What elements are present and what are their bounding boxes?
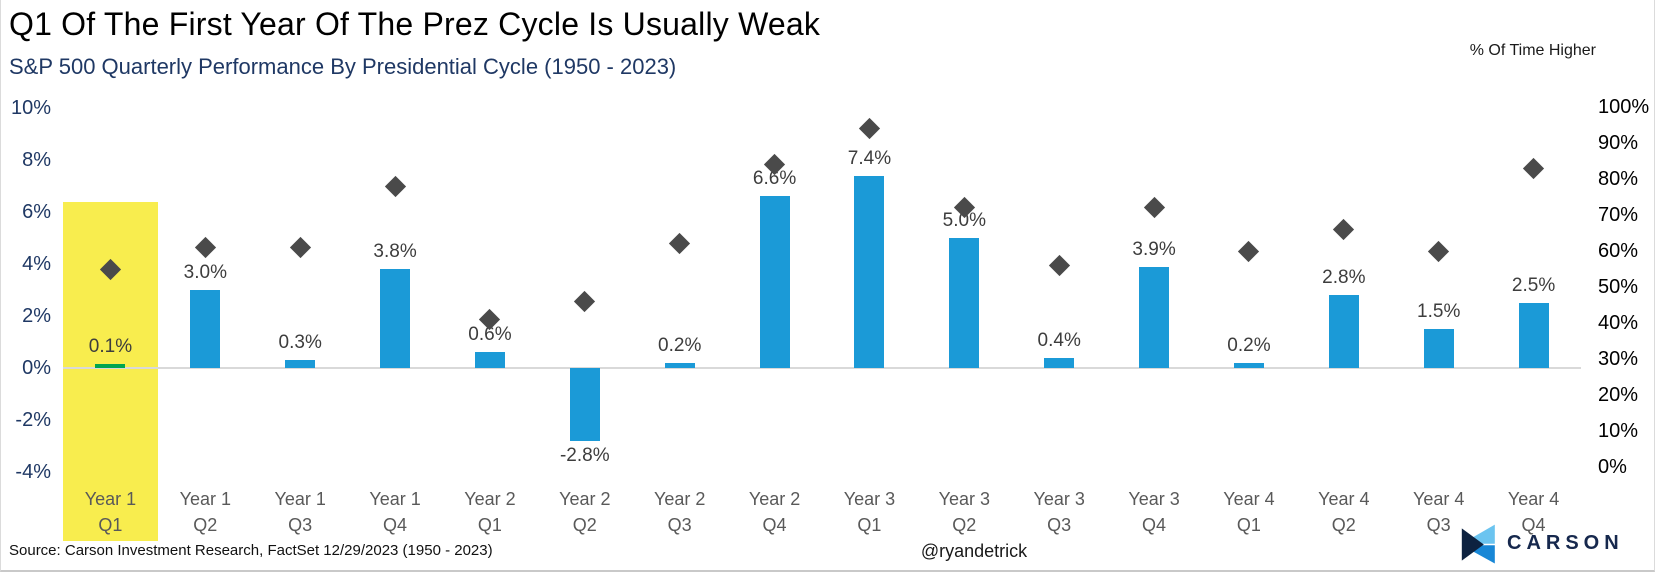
category-label: Year 4 Q1 [1223, 489, 1275, 535]
bar [1233, 363, 1264, 368]
category-label: Year 4 Q4 [1507, 489, 1560, 535]
bar-value-label: -2.8% [559, 445, 610, 466]
carson-logo: CARSON [1453, 521, 1624, 565]
right-axis-tick: 90% [1598, 132, 1639, 154]
left-axis-tick: -4% [15, 461, 51, 483]
pct-higher-diamond [384, 175, 406, 197]
pct-higher-diamond [1143, 197, 1165, 219]
bar-value-label: 3.8% [373, 241, 417, 262]
carson-logo-text: CARSON [1507, 531, 1624, 554]
category-label: Year 2 Q2 [559, 489, 611, 535]
category-label: Year 1 Q3 [274, 489, 326, 535]
bar [474, 352, 505, 368]
bar-value-label: 7.4% [847, 148, 892, 169]
right-axis-tick: 10% [1598, 420, 1639, 442]
bar-value-label: 3.0% [183, 262, 227, 283]
left-axis-tick: 8% [22, 149, 51, 171]
right-axis-tick: 40% [1598, 312, 1639, 334]
carson-logo-icon [1461, 524, 1495, 564]
category-label: Year 2 Q3 [653, 489, 706, 535]
bar [569, 368, 600, 441]
bar-value-label: 3.9% [1132, 239, 1176, 260]
pct-higher-diamond [669, 233, 691, 255]
bar [854, 176, 885, 368]
left-axis-tick: 2% [22, 305, 51, 327]
pct-higher-diamond [1238, 240, 1260, 262]
pct-higher-diamond [1048, 254, 1070, 276]
bar [190, 290, 221, 368]
zero-gridline [63, 367, 1581, 369]
left-axis-tick: 10% [10, 97, 51, 119]
bar [1423, 329, 1454, 368]
right-axis-tick: 30% [1598, 348, 1639, 370]
right-axis-tick: 20% [1598, 384, 1639, 406]
right-axis-tick: 70% [1598, 204, 1639, 226]
left-axis-tick: 0% [22, 357, 51, 379]
bar [949, 238, 980, 368]
pct-higher-diamond [194, 236, 216, 258]
left-axis-tick: 4% [22, 253, 51, 275]
bar [380, 269, 411, 368]
bar-value-label: 0.2% [1227, 335, 1271, 356]
category-label: Year 3 Q2 [938, 489, 990, 535]
category-label: Year 4 Q3 [1412, 489, 1465, 535]
category-label: Year 4 Q2 [1318, 489, 1370, 535]
right-axis-tick: 80% [1598, 168, 1639, 190]
pct-higher-diamond [1428, 240, 1450, 262]
category-label: Year 2 Q4 [748, 489, 801, 535]
pct-higher-diamond [1522, 157, 1545, 179]
category-label: Year 2 Q1 [464, 489, 516, 535]
pct-higher-diamond [1333, 218, 1355, 240]
bar-value-label: 6.6% [752, 168, 797, 189]
category-label: Year 3 Q3 [1033, 489, 1085, 535]
bar-value-label: 2.5% [1511, 275, 1556, 296]
right-axis-title: % Of Time Higher [1469, 42, 1596, 59]
source-note: Source: Carson Investment Research, Fact… [9, 542, 493, 559]
right-axis-tick: 50% [1598, 276, 1639, 298]
pct-higher-diamond [858, 117, 881, 140]
bar-value-label: 0.1% [88, 336, 133, 357]
bar [95, 364, 126, 368]
category-label: Year 1 Q1 [84, 489, 137, 535]
pct-higher-diamond [574, 290, 596, 312]
category-label: Year 1 Q4 [369, 489, 421, 535]
left-axis-tick: -2% [15, 409, 51, 431]
bar-value-label: 0.2% [658, 335, 702, 356]
bar-value-label: 2.8% [1322, 267, 1366, 288]
category-label: Year 3 Q1 [843, 489, 896, 535]
bar-value-label: 5.0% [942, 210, 986, 231]
bar [1328, 295, 1359, 368]
bar [1139, 267, 1170, 368]
left-axis-tick: 6% [22, 201, 51, 223]
bar [285, 360, 316, 368]
bar [664, 363, 695, 368]
bar [1518, 303, 1549, 368]
twitter-handle: @ryandetrick [920, 541, 1028, 561]
bar [1044, 358, 1075, 368]
bar [759, 196, 790, 368]
pct-higher-diamond [289, 236, 311, 258]
bar-value-label: 0.3% [278, 332, 322, 353]
bar-value-label: 1.5% [1417, 301, 1461, 322]
chart-title: Q1 Of The First Year Of The Prez Cycle I… [9, 6, 821, 42]
right-axis-tick: 100% [1598, 96, 1650, 118]
chart-subtitle: S&P 500 Quarterly Performance By Preside… [9, 54, 677, 79]
category-label: Year 1 Q2 [179, 489, 231, 535]
category-label: Year 3 Q4 [1128, 489, 1180, 535]
right-axis-tick: 0% [1598, 456, 1627, 478]
bar-value-label: 0.6% [468, 324, 512, 345]
right-axis-tick: 60% [1598, 240, 1639, 262]
bar-value-label: 0.4% [1037, 330, 1081, 351]
